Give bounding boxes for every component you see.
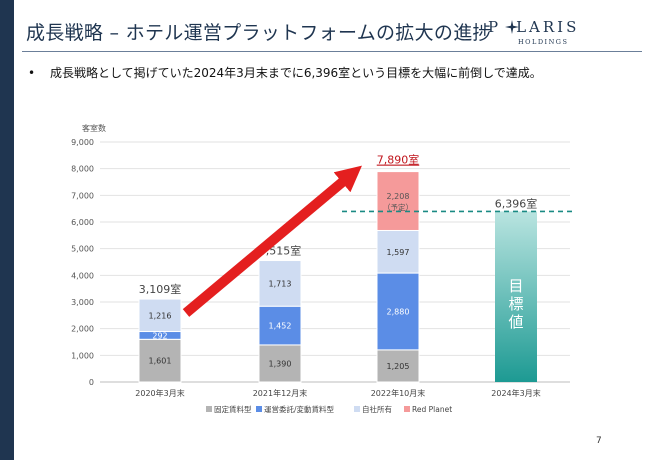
y-tick-label: 2,000 [71, 325, 94, 334]
legend-swatch [206, 406, 212, 412]
star-icon [505, 20, 519, 34]
data-label: 1,713 [269, 279, 292, 288]
y-tick-label: 9,000 [71, 138, 94, 147]
data-label: 1,216 [149, 311, 172, 320]
y-tick-label: 5,000 [71, 245, 94, 254]
data-label: 1,205 [387, 362, 410, 371]
y-tick-label: 0 [89, 378, 94, 387]
bar-segment [376, 272, 420, 351]
y-tick-label: 1,000 [71, 351, 94, 360]
x-tick-label: 2024年3月末 [491, 388, 540, 398]
total-label: 3,109室 [139, 282, 182, 296]
company-logo: P LARIS HOLDINGS [488, 18, 598, 48]
bar-segment [138, 298, 182, 333]
legend-swatch [256, 406, 262, 412]
target-bar [495, 211, 537, 382]
bullet-point: • 成長戦略として掲げていた2024年3月末までに6,396室という目標を大幅に前… [28, 64, 542, 81]
data-label: 1,390 [269, 359, 292, 368]
logo-wordmark: P LARIS [488, 18, 579, 36]
bar-segment [258, 260, 302, 307]
target-label-char: 目 [508, 277, 523, 295]
legend-label: 固定賃料型 [214, 404, 252, 414]
y-tick-label: 7,000 [71, 191, 94, 200]
y-axis-title: 客室数 [82, 123, 106, 133]
bullet-text: 成長戦略として掲げていた2024年3月末までに6,396室という目標を大幅に前倒… [50, 66, 542, 80]
bullet-marker: • [28, 66, 36, 80]
data-label: 1,452 [269, 322, 292, 331]
total-label: 6,396室 [495, 196, 538, 210]
legend-swatch [404, 406, 410, 412]
page-number: 7 [596, 436, 602, 446]
y-tick-label: 6,000 [71, 218, 94, 227]
data-note: （予定） [383, 202, 413, 212]
logo-prefix: P [488, 18, 502, 36]
data-label: 1,597 [387, 248, 410, 257]
data-label: 2,208 [387, 192, 410, 201]
title-divider [22, 51, 642, 52]
y-tick-label: 3,000 [71, 298, 94, 307]
side-accent-bar [0, 0, 14, 460]
data-label: 292 [152, 331, 167, 340]
bar-segment [376, 229, 420, 274]
bar-segment [376, 349, 420, 383]
legend-label: 運営委託/変動賃料型 [264, 404, 335, 414]
target-label-char: 値 [508, 313, 523, 331]
legend-label: 自社所有 [362, 404, 392, 414]
total-label: 7,890室 [377, 153, 420, 167]
logo-subtitle: HOLDINGS [518, 38, 569, 46]
x-tick-label: 2021年12月末 [253, 388, 308, 398]
data-label: 2,880 [387, 307, 410, 316]
bar-segment [376, 171, 420, 231]
x-tick-label: 2022年10月末 [371, 388, 426, 398]
legend-swatch [354, 406, 360, 412]
y-tick-label: 8,000 [71, 165, 94, 174]
legend-label: Red Planet [412, 405, 452, 414]
page-title: 成長戦略 – ホテル運営プラットフォームの拡大の進捗 [26, 22, 492, 44]
y-tick-label: 4,000 [71, 271, 94, 280]
logo-suffix: LARIS [516, 18, 580, 36]
data-label: 1,601 [149, 357, 172, 366]
target-label-char: 標 [508, 295, 523, 313]
growth-arrow [182, 165, 362, 317]
x-tick-label: 2020年3月末 [135, 388, 184, 398]
